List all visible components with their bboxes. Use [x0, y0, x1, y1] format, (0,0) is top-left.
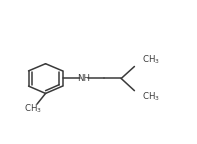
Text: CH$_3$: CH$_3$	[24, 102, 42, 115]
Text: NH: NH	[77, 74, 90, 83]
Text: CH$_3$: CH$_3$	[142, 53, 160, 66]
Text: CH$_3$: CH$_3$	[142, 91, 160, 103]
